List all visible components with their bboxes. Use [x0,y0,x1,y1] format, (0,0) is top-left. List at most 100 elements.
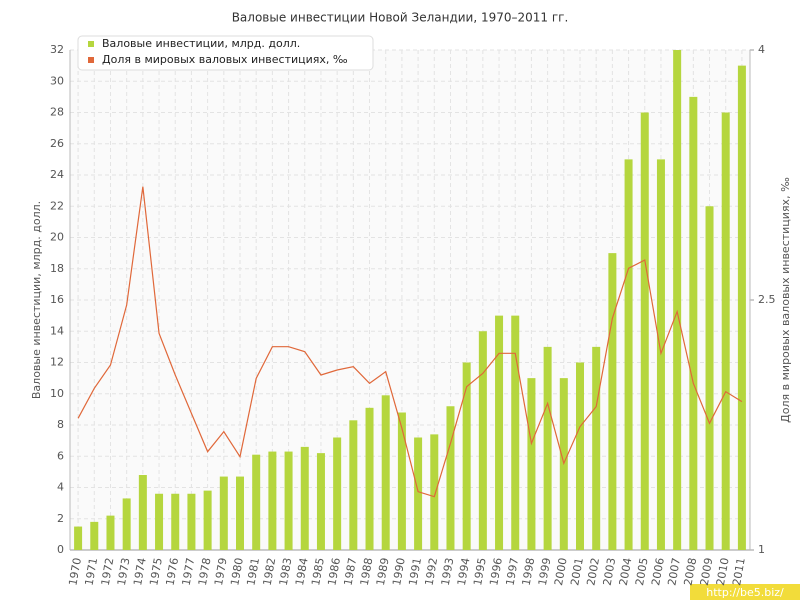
bar [74,526,83,550]
x-tick-label: 1982 [261,557,279,587]
bar [592,346,601,550]
x-tick-label: 1987 [342,557,360,587]
y2-tick-label: 4 [758,43,765,56]
bar [316,453,325,550]
x-tick-label: 2005 [633,557,651,587]
x-tick-label: 1974 [131,557,149,587]
y-tick-label: 16 [50,293,64,306]
y-tick-label: 8 [57,418,64,431]
x-tick-label: 2011 [730,557,748,587]
y-tick-label: 18 [50,262,64,275]
legend-box [77,35,374,71]
y-tick-label: 0 [57,543,64,556]
x-tick-label: 1983 [277,557,295,587]
y-tick-label: 4 [57,481,64,494]
x-tick-label: 2002 [584,557,602,587]
legend-label: Валовые инвестиции, млрд. долл. [102,37,300,50]
bar [640,112,649,550]
x-tick-label: 1979 [212,557,230,587]
bar [219,476,228,550]
legend-marker [88,41,94,47]
x-tick-label: 1978 [196,557,214,587]
bar [122,498,131,550]
x-tick-label: 1989 [374,557,392,587]
y2-tick-label: 1 [758,543,765,556]
x-tick-label: 1996 [487,557,505,587]
bar [478,331,487,550]
x-tick-label: 1992 [423,557,441,587]
y2-tick-label: 2.5 [758,293,776,306]
y-tick-label: 20 [50,231,64,244]
x-tick-label: 2004 [617,557,635,587]
x-tick-label: 2001 [568,557,586,587]
bar [252,454,261,550]
x-tick-label: 1970 [66,557,84,587]
bar [462,362,471,550]
x-tick-label: 1997 [503,557,521,587]
bar [495,315,504,550]
bar [187,493,196,550]
bar [106,515,115,550]
line [77,186,743,498]
x-tick-label: 1994 [455,557,473,587]
bar [349,420,358,550]
x-tick-label: 1971 [83,557,101,587]
x-tick-label: 1975 [147,557,165,587]
x-tick-label: 1985 [309,557,327,587]
x-tick-label: 2000 [552,557,570,587]
bar [397,412,406,550]
chart-title: Валовые инвестиции Новой Зеландии, 1970–… [232,11,569,25]
bar [365,407,374,550]
bar [446,406,455,550]
bar [381,395,390,550]
bar [171,493,180,550]
legend: Валовые инвестиции, млрд. долл. Доля в ми… [77,35,374,71]
x-tick-label: 1988 [358,557,376,587]
x-tick-label: 2009 [698,557,716,587]
bar [608,253,617,550]
bar [737,65,746,550]
x-tick-label: 2010 [714,557,732,587]
y-tick-label: 14 [50,324,64,337]
x-tick-label: 1999 [536,557,554,587]
y2-axis-label: Доля в мировых валовых инвестициях, ‰ [779,177,792,423]
x-tick-label: 1976 [163,557,181,587]
bar [90,521,99,550]
bar [430,434,439,550]
bar [705,206,714,550]
bar [236,476,244,550]
x-tick-label: 1995 [471,557,489,587]
bar [203,490,212,550]
x-tick-label: 1981 [244,557,262,587]
bar [414,437,423,550]
bar [624,159,633,550]
x-tick-label: 1986 [325,557,343,587]
x-tick-label: 1977 [180,557,198,587]
y-tick-label: 12 [50,356,64,369]
y-axis-label: Валовые инвестиции, млрд. долл. [30,201,43,399]
bar [576,362,584,550]
x-tick-label: 1990 [390,557,408,587]
bar [138,475,147,550]
y-tick-label: 28 [50,106,64,119]
bar [333,437,342,550]
watermark: http://be5.biz/ [706,586,784,599]
x-tick-label: 1972 [99,557,117,587]
x-tick-label: 1998 [520,557,538,587]
bar [543,346,552,550]
x-tick-label: 1984 [293,557,311,587]
bar [300,446,309,550]
bar [527,378,536,550]
y-tick-label: 2 [57,512,64,525]
y-tick-label: 10 [50,387,64,400]
x-tick-label: 1973 [115,557,133,587]
watermark-bg [690,584,800,600]
y-tick-label: 32 [50,43,64,56]
y-tick-label: 30 [50,74,64,87]
bar [673,50,682,550]
y-tick-label: 6 [57,449,64,462]
bar [721,112,730,550]
x-tick-label: 1991 [406,557,424,587]
bar [511,315,520,550]
